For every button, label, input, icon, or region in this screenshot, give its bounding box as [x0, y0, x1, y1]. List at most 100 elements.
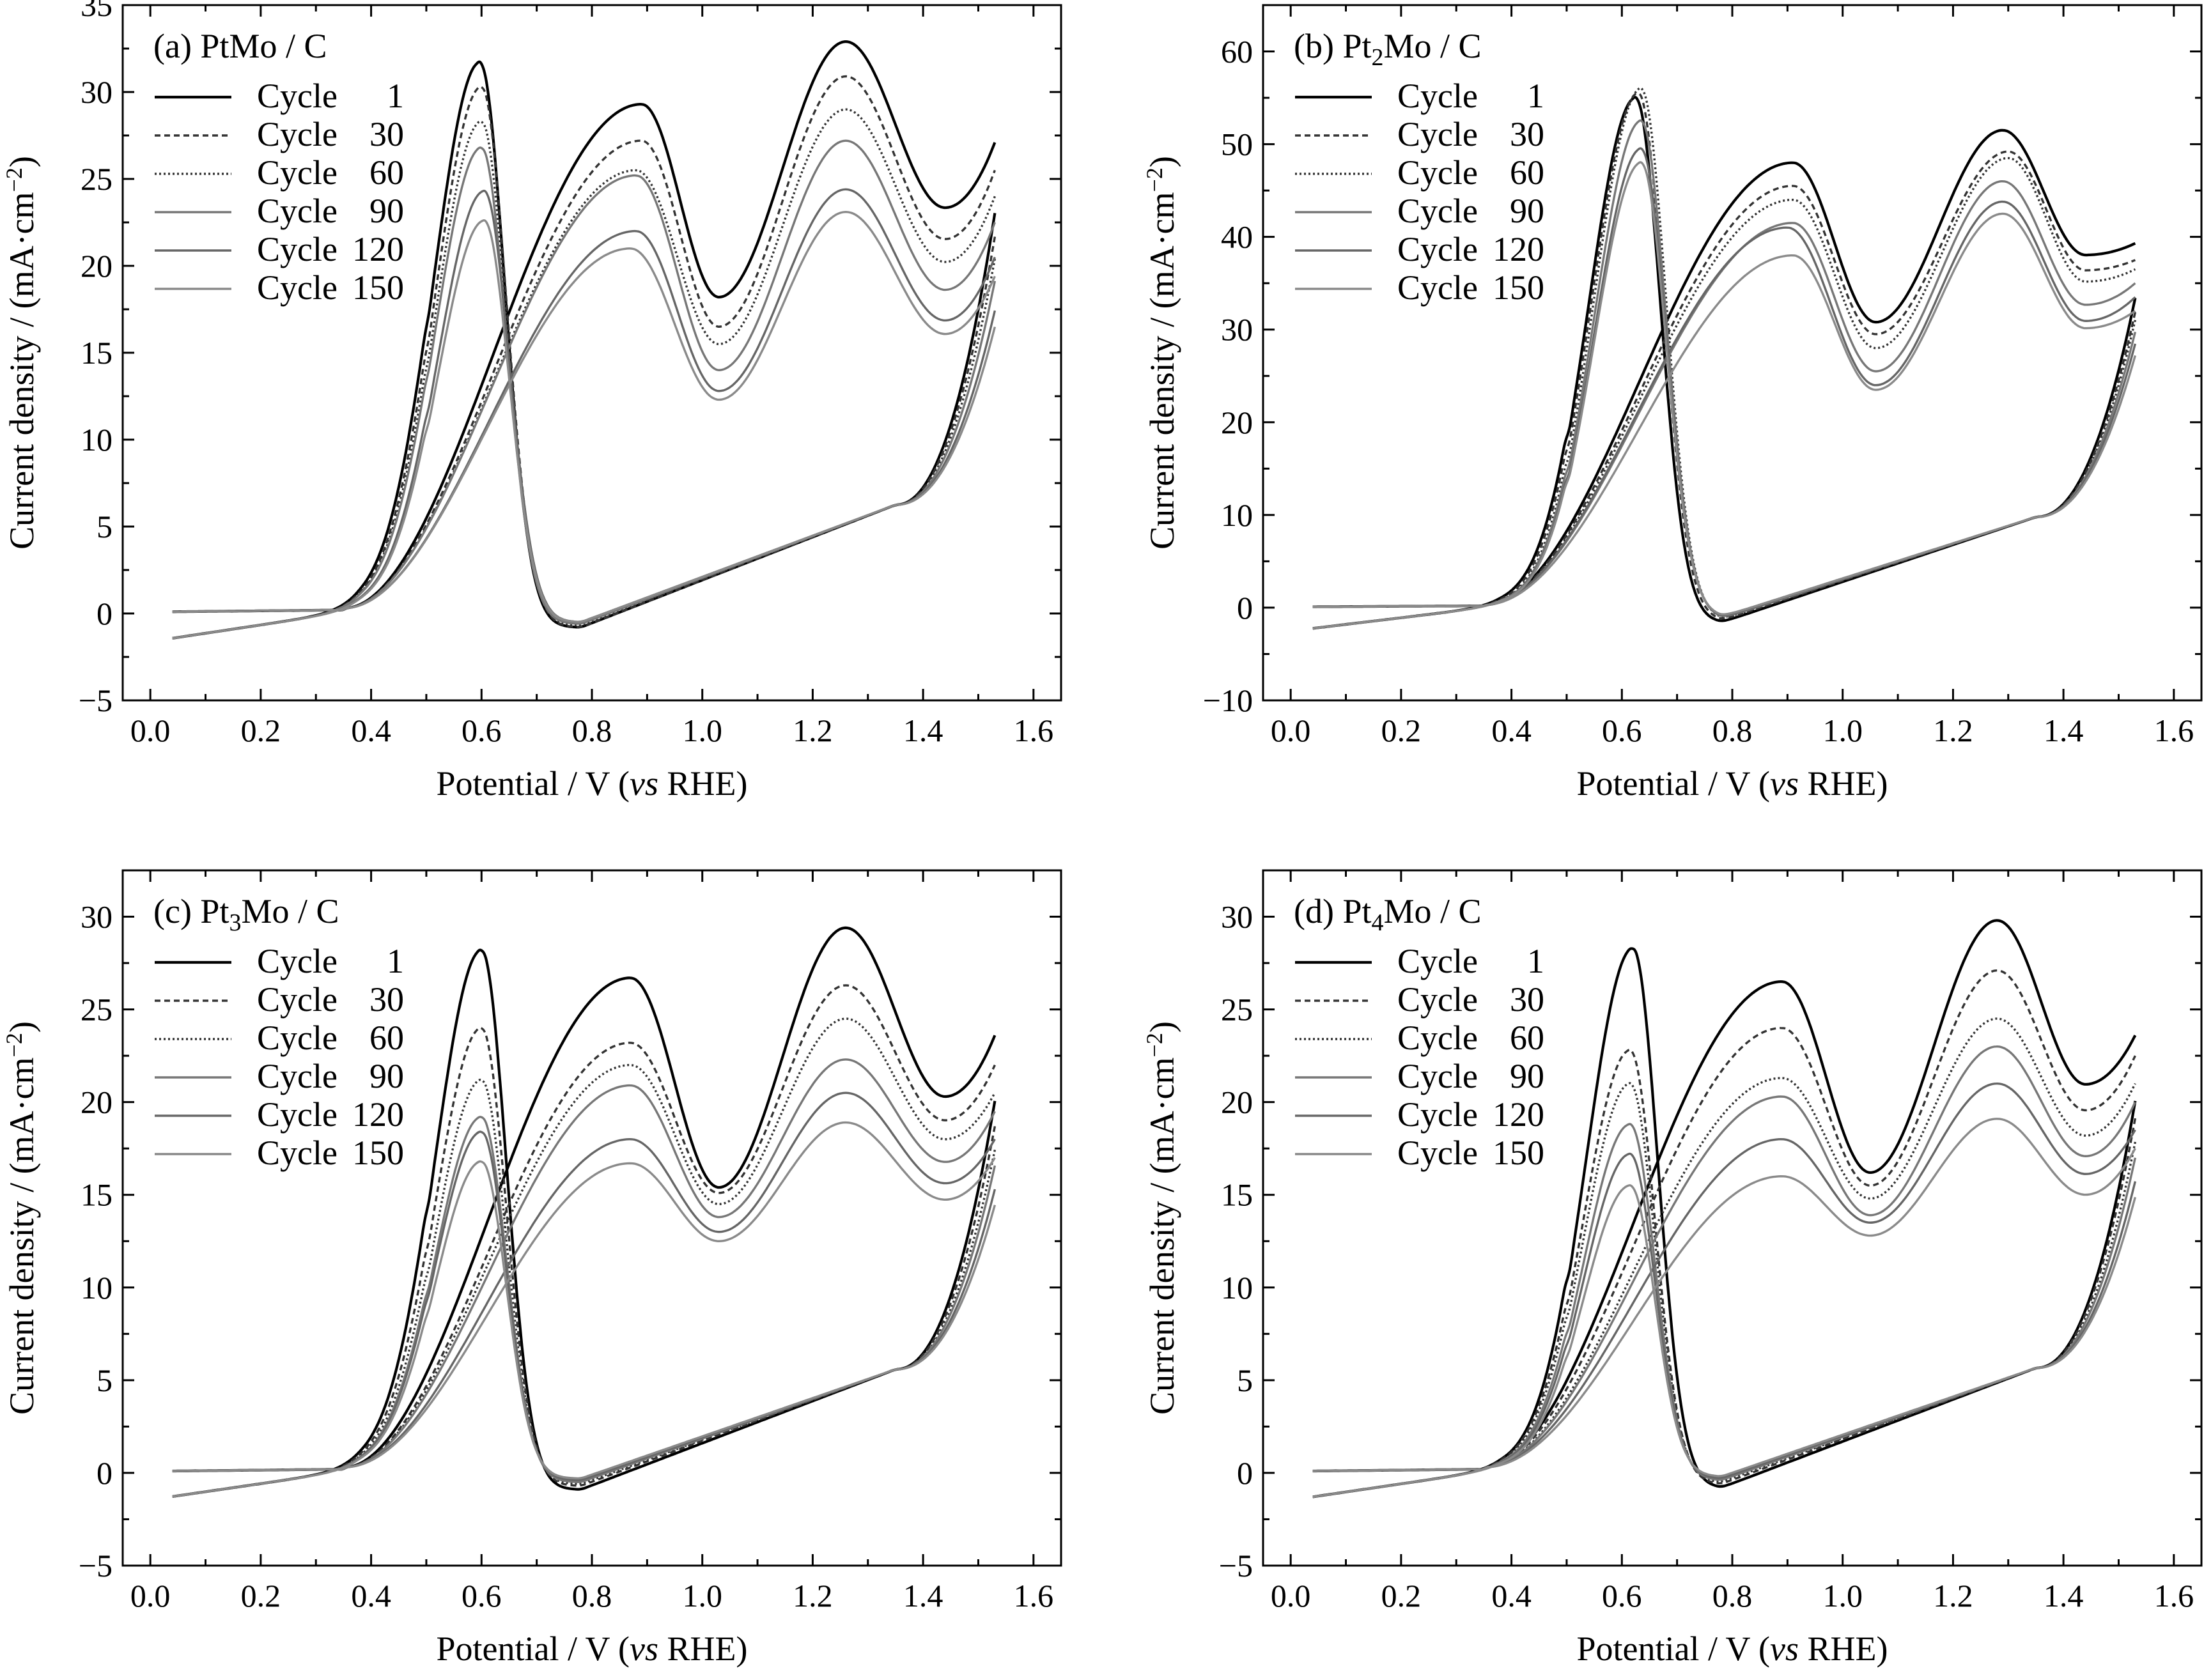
y-tick-label: 5 [1237, 1362, 1253, 1398]
curves-c [172, 926, 997, 1498]
y-axis-label: Current density / (mA·cm−2) [1, 156, 41, 550]
x-axis-label-prefix: Potential / V ( [1577, 764, 1771, 803]
y-tick-label: 60 [1221, 34, 1253, 70]
y-tick-label: 0 [1237, 590, 1253, 626]
y-tick-label: 30 [1221, 312, 1253, 348]
x-tick-label: 0.2 [241, 713, 281, 748]
x-tick-label: 0.8 [1712, 713, 1753, 748]
legend-label-90: 90 [1510, 192, 1544, 230]
x-tick-label: 0.0 [1271, 713, 1311, 748]
x-tick-label: 1.6 [2154, 713, 2194, 748]
legend-label-60: 60 [1510, 153, 1544, 192]
x-axis-label-suffix: RHE) [1799, 1630, 1888, 1668]
panel-title: (a) PtMo / C [153, 27, 327, 65]
legend-label-30: 30 [1510, 115, 1544, 153]
x-tick-label: 1.6 [1014, 1578, 1054, 1614]
legend-label-word: Cycle [1397, 980, 1478, 1019]
legend-label-word: Cycle [257, 77, 338, 115]
y-axis-label-main: Current density / (mA·cm [3, 192, 41, 549]
legend-label-word: Cycle [257, 1057, 338, 1095]
x-tick-label: 0.6 [462, 713, 502, 748]
x-tick-label: 0.8 [1712, 1578, 1753, 1614]
panel-title-post: Mo / C [1384, 27, 1482, 65]
legend-label-30: 30 [369, 980, 404, 1019]
legend-label-word: Cycle [1397, 192, 1478, 230]
legend-label-60: 60 [369, 153, 404, 192]
y-tick-label: 10 [81, 1270, 113, 1306]
x-axis-label: Potential / V (vs RHE) [1577, 1630, 1888, 1668]
panel-title-pre: (b) Pt [1294, 27, 1372, 65]
y-tick-label: 15 [81, 1177, 113, 1213]
x-tick-label: 0.0 [1271, 1578, 1311, 1614]
legend-label-150: 150 [352, 1134, 404, 1172]
legend-label-word: Cycle [257, 192, 338, 230]
series-60-forward-line [172, 108, 996, 613]
x-tick-label: 1.4 [903, 1578, 943, 1614]
y-tick-label: 50 [1221, 127, 1253, 162]
y-tick-label: 5 [97, 1362, 113, 1398]
series-150-forward-line [1312, 1118, 2136, 1472]
y-tick-label: 10 [1221, 497, 1253, 533]
x-tick-label: 0.4 [1491, 1578, 1532, 1614]
x-axis-label: Potential / V (vs RHE) [1577, 764, 1888, 803]
x-tick-label: 1.0 [682, 713, 722, 748]
x-axis-label-prefix: Potential / V ( [437, 1630, 630, 1668]
legend-label-word: Cycle [1397, 1057, 1478, 1095]
y-tick-label: 25 [1221, 992, 1253, 1028]
x-axis-label-suffix: RHE) [658, 764, 747, 803]
legend-label-word: Cycle [257, 1019, 338, 1057]
x-tick-label: 1.0 [682, 1578, 722, 1614]
y-tick-label: 10 [81, 422, 113, 458]
x-tick-label: 1.2 [793, 1578, 833, 1614]
legend-label-word: Cycle [257, 980, 338, 1019]
y-tick-label: 40 [1221, 219, 1253, 255]
y-tick-label: 5 [97, 509, 113, 544]
y-axis-label-main: Current density / (mA·cm [3, 1057, 41, 1414]
y-tick-label: 20 [81, 1084, 113, 1120]
x-tick-label: 0.8 [572, 1578, 612, 1614]
y-tick-label: 30 [81, 899, 113, 935]
legend-label-120: 120 [1493, 230, 1544, 268]
y-axis-label-main: Current density / (mA·cm [1143, 1057, 1181, 1414]
x-tick-label: 0.6 [1602, 713, 1642, 748]
x-tick-label: 0.4 [351, 1578, 391, 1614]
x-tick-label: 0.2 [241, 1578, 281, 1614]
panel-b: 0.0 0.2 0.4 0.6 0.8 1.0 1.2 1.4 1.6 −10 0 10 20 30 40 5… [1142, 4, 2203, 803]
x-axis-label-suffix: RHE) [658, 1630, 747, 1668]
legend-label-word: Cycle [257, 268, 338, 307]
x-axis-label-prefix: Potential / V ( [437, 764, 630, 803]
series-150-reverse-line [1312, 161, 2137, 629]
panel-title-pre: (a) PtMo / C [153, 27, 327, 65]
legend-label-120: 120 [352, 230, 404, 268]
series-150-forward-line [172, 1121, 996, 1472]
legend-label-60: 60 [369, 1019, 404, 1057]
panel-title-post: Mo / C [241, 892, 339, 930]
legend-label-1: 1 [1527, 942, 1544, 980]
series-120-reverse-line [172, 1130, 997, 1498]
x-axis-label: Potential / V (vs RHE) [437, 1630, 748, 1668]
x-tick-label: 1.0 [1822, 713, 1863, 748]
x-axis-label: Potential / V (vs RHE) [437, 764, 748, 803]
x-tick-label: 0.4 [1491, 713, 1532, 748]
y-axis-label: Current density / (mA·cm−2) [1142, 156, 1181, 550]
y-axis-label-sup: −2 [1142, 167, 1167, 192]
legend-label-word: Cycle [1397, 115, 1478, 153]
series-90-reverse-line [172, 1116, 997, 1498]
y-tick-label: 15 [81, 335, 113, 371]
legend-label-30: 30 [369, 115, 404, 153]
y-tick-label: 15 [1221, 1177, 1253, 1213]
x-tick-label: 1.6 [2154, 1578, 2194, 1614]
x-tick-label: 1.4 [903, 713, 943, 748]
x-tick-label: 0.0 [130, 1578, 171, 1614]
y-tick-label: −5 [79, 682, 113, 718]
y-axis-label-sup: −2 [1, 1033, 27, 1057]
series-120-reverse-line [1312, 1152, 2137, 1499]
x-tick-label: 0.0 [130, 713, 171, 748]
y-axis-label-close: ) [3, 1021, 41, 1033]
legend-label-word: Cycle [1397, 1134, 1478, 1172]
x-tick-label: 0.4 [351, 713, 391, 748]
y-tick-label: 30 [1221, 899, 1253, 935]
x-tick-label: 1.0 [1822, 1578, 1863, 1614]
legend-label-word: Cycle [1397, 230, 1478, 268]
panel-a: 0.0 0.2 0.4 0.6 0.8 1.0 1.2 1.4 1.6 −5 0 5 10 15 20 25 3… [1, 0, 1062, 803]
